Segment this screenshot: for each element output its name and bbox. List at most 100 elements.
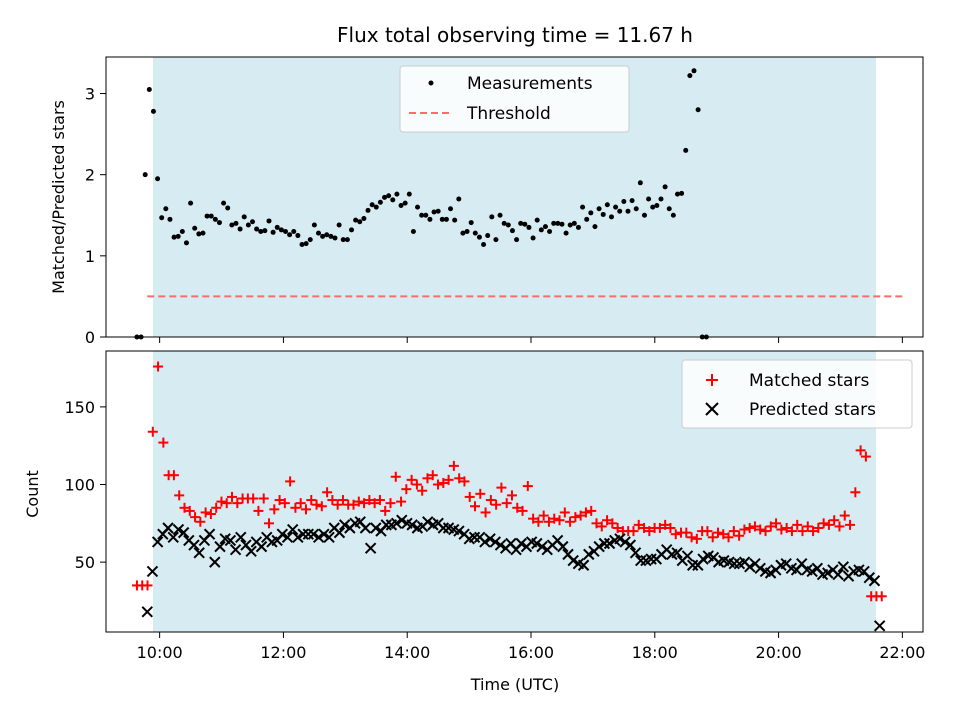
measurement-point xyxy=(357,219,363,225)
predicted-star-point xyxy=(364,542,377,554)
measurement-point xyxy=(142,172,148,178)
matched-star-point xyxy=(332,499,343,510)
matched-star-point xyxy=(274,495,285,506)
predicted-star-point xyxy=(614,533,626,545)
measurement-point xyxy=(501,220,507,226)
measurement-point xyxy=(567,222,573,228)
measurement-point xyxy=(212,216,218,222)
matched-star-point xyxy=(142,580,153,591)
bottom-y-tick-label: 100 xyxy=(64,476,95,495)
predicted-star-point xyxy=(671,547,683,559)
matched-star-point xyxy=(834,521,845,532)
matched-star-point xyxy=(808,526,819,537)
bottom-y-axis-label: Count xyxy=(23,470,42,518)
measurement-point xyxy=(332,235,338,241)
matched-star-point xyxy=(195,516,206,527)
x-tick-label: 14:00 xyxy=(384,643,430,662)
measurement-point xyxy=(369,202,375,208)
measurement-point xyxy=(435,208,441,214)
matched-star-point xyxy=(591,518,602,529)
measurement-point xyxy=(489,214,495,220)
legend-marker-measurements xyxy=(428,80,434,86)
matched-star-point xyxy=(411,479,422,490)
measurement-point xyxy=(299,241,305,247)
measurement-point xyxy=(365,207,371,213)
predicted-star-point xyxy=(806,565,818,578)
matched-star-point xyxy=(396,496,407,507)
matched-star-point xyxy=(390,471,401,482)
predicted-star-point xyxy=(635,554,647,567)
matched-star-point xyxy=(433,479,444,490)
matched-star-point xyxy=(179,502,190,513)
legend-marker-predicted xyxy=(705,402,719,416)
predicted-star-point xyxy=(863,571,875,584)
predicted-star-point xyxy=(172,523,185,536)
matched-star-point xyxy=(216,496,227,507)
measurement-point xyxy=(559,221,565,227)
matched-star-point xyxy=(850,487,861,498)
matched-star-point xyxy=(485,495,496,506)
predicted-star-point xyxy=(686,559,699,571)
predicted-star-point xyxy=(380,519,392,531)
matched-star-point xyxy=(755,524,766,535)
measurement-point xyxy=(476,234,482,240)
matched-star-point xyxy=(269,504,280,515)
measurement-point xyxy=(538,227,544,233)
measurement-point xyxy=(274,224,280,230)
matched-star-point xyxy=(205,509,216,520)
predicted-star-point xyxy=(754,562,766,575)
bottom-y-tick-label: 150 xyxy=(64,398,95,417)
measurement-point xyxy=(295,233,301,239)
measurement-point xyxy=(542,224,548,230)
matched-star-point xyxy=(253,505,264,516)
measurement-point xyxy=(390,197,396,203)
measurement-point xyxy=(629,198,635,204)
predicted-star-point xyxy=(619,536,631,548)
measurement-point xyxy=(670,212,676,218)
measurement-point xyxy=(448,206,454,212)
predicted-star-point xyxy=(235,531,247,544)
matched-star-point xyxy=(596,521,607,532)
matched-star-point xyxy=(464,491,475,502)
measurement-point xyxy=(505,222,511,228)
matched-star-point xyxy=(559,507,570,518)
predicted-star-point xyxy=(764,567,777,579)
matched-star-point xyxy=(427,470,438,481)
matched-star-point xyxy=(760,526,771,537)
matched-star-point xyxy=(322,487,333,498)
measurement-point xyxy=(171,234,177,240)
predicted-star-point xyxy=(515,537,527,550)
predicted-star-point xyxy=(292,531,304,544)
x-tick-label: 12:00 xyxy=(260,643,306,662)
measurement-point xyxy=(518,220,524,226)
legend-label-matched: Matched stars xyxy=(749,371,869,391)
matched-star-point xyxy=(311,499,322,510)
measurement-point xyxy=(604,202,610,208)
bottom-panel: 50 100 150 10:00 12:00 14:00 16:00 18:00 20:00 2… xyxy=(23,350,925,694)
predicted-star-point xyxy=(406,519,418,531)
predicted-star-point xyxy=(214,540,226,553)
chart-title: Flux total observing time = 11.67 h xyxy=(337,23,693,47)
matched-star-point xyxy=(855,445,866,456)
matched-star-point xyxy=(459,476,470,487)
predicted-star-point xyxy=(390,517,403,530)
measurement-point xyxy=(254,226,260,232)
measurement-point xyxy=(282,228,288,234)
matched-star-point xyxy=(438,477,449,488)
measurement-point xyxy=(674,191,680,197)
matched-star-point xyxy=(422,473,433,484)
predicted-star-point xyxy=(323,531,335,544)
matched-star-point xyxy=(802,521,813,532)
matched-star-point xyxy=(417,485,428,496)
predicted-star-point xyxy=(318,528,330,540)
matched-star-point xyxy=(158,437,169,448)
matched-star-point xyxy=(823,519,834,530)
measurement-point xyxy=(526,224,532,230)
measurement-point xyxy=(382,194,388,200)
matched-star-point xyxy=(712,527,723,538)
measurement-point xyxy=(410,228,416,234)
matched-star-point xyxy=(300,504,311,515)
matched-star-point xyxy=(549,513,560,524)
predicted-star-point xyxy=(338,519,351,531)
matched-star-point xyxy=(749,521,760,532)
